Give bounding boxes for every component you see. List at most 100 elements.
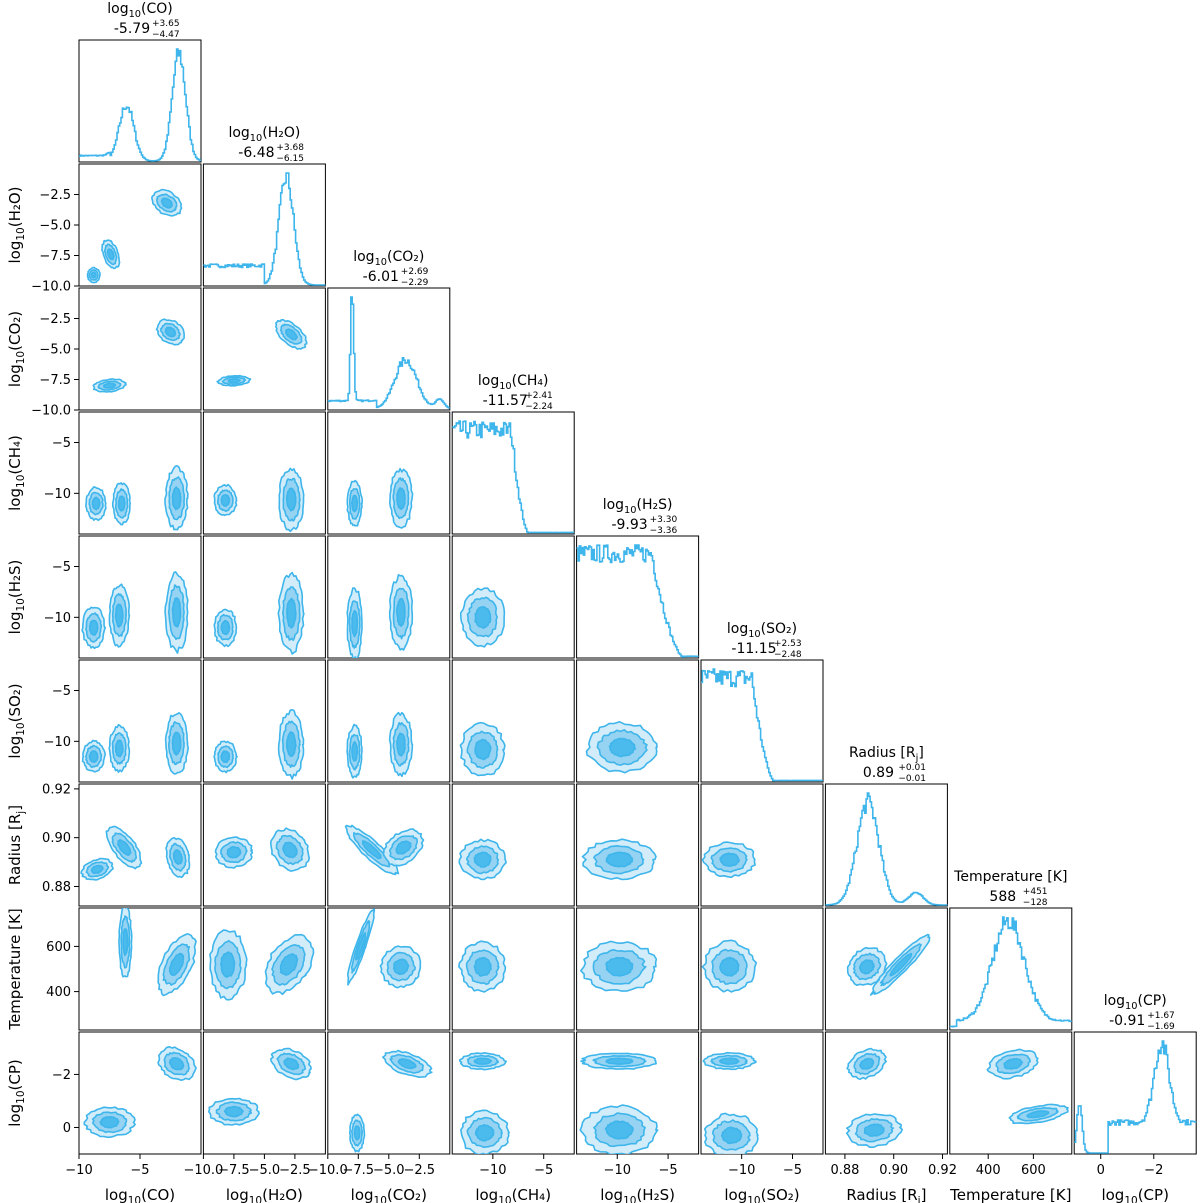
title-plus-co2: +2.69: [401, 267, 429, 277]
contour-level-3: [474, 738, 492, 761]
contour-h2o-radius: [214, 827, 310, 872]
ylabel-text-so2: log10(SO₂): [6, 683, 27, 758]
contour-level-3: [220, 750, 231, 764]
contour-level-3: [227, 378, 241, 384]
contour-co2-h2s: [346, 574, 414, 658]
contour-level-3: [605, 956, 634, 977]
xtick-label-so2: −5: [783, 1163, 802, 1178]
contour-level-3: [122, 928, 129, 957]
panel-co2-cp: [327, 1031, 451, 1155]
contour-level-3: [605, 1057, 634, 1065]
ytick-label-h2o: −10.0: [31, 280, 71, 295]
hist-co: [79, 48, 201, 162]
panel-co-co2: [78, 287, 202, 411]
contour-level-3: [351, 741, 359, 762]
xlabel-so2: log10(SO₂): [724, 1186, 799, 1203]
contour-ch4-h2s: [459, 587, 506, 648]
ytick-label-ch4: −5: [52, 436, 71, 451]
ylabel-text-h2s: log10(H₂S): [6, 560, 27, 635]
contour-h2o-so2: [213, 709, 305, 780]
xtick-label-h2s: −10: [604, 1163, 631, 1178]
contour-level-3: [361, 840, 382, 860]
xtick-label-ch4: −5: [534, 1163, 553, 1178]
contour-level-3: [99, 1116, 120, 1129]
contour-level-3: [90, 271, 97, 279]
xtick-label-radius: 0.92: [928, 1163, 957, 1178]
hist-h2o: [203, 172, 326, 286]
xtick-label-co2: −7.5: [343, 1163, 375, 1178]
contour-level-3: [396, 732, 406, 757]
title-value-co2: -6.01: [363, 269, 399, 285]
xtick-label-co2: −2.5: [404, 1163, 436, 1178]
xtick-label-co: −10: [65, 1163, 92, 1178]
panel-cp-cp: [1073, 1031, 1197, 1155]
title-plus-ch4: +2.41: [525, 391, 553, 401]
contour-level-3: [220, 951, 236, 978]
xlabel-text-co2: log10(CO₂): [351, 1186, 427, 1203]
xtick-label-radius: 0.88: [830, 1163, 859, 1178]
contour-level-3: [473, 956, 492, 977]
xlabel-radius: Radius [Rj]: [846, 1186, 926, 1203]
xtick-label-co2: −10.0: [308, 1163, 348, 1178]
ylabel-radius: Radius [Rj]: [6, 805, 27, 885]
xtick-label-h2s: −5: [659, 1163, 678, 1178]
panel-co-cp: [78, 1031, 202, 1155]
contour-level-3: [473, 1057, 492, 1065]
contour-co-radius: [80, 825, 191, 881]
title-name-so2: log10(SO₂): [727, 621, 797, 640]
xlabel-cp: log10(CP): [1101, 1186, 1168, 1203]
contour-level-3: [160, 197, 173, 209]
panel-co2-h2s: [327, 535, 451, 659]
contour-h2s-so2: [585, 721, 658, 774]
xtick-label-so2: −10: [728, 1163, 755, 1178]
contour-level-3: [351, 609, 359, 638]
xtick-label-h2o: −7.5: [218, 1163, 250, 1178]
contour-level-3: [720, 1126, 743, 1145]
ylabel-cp: log10(CP): [6, 1059, 27, 1126]
ytick-label-so2: −5: [52, 684, 71, 699]
ylabel-text-temp: Temperature [K]: [6, 908, 24, 1030]
hist-cp: [1074, 1040, 1197, 1154]
contour-radius-temp: [846, 933, 931, 996]
contour-level-3: [91, 496, 101, 511]
hist-radius: [825, 792, 948, 906]
contour-level-3: [220, 494, 231, 507]
contour-ch4-radius: [458, 838, 507, 881]
contour-level-3: [282, 841, 298, 859]
xlabel-text-temp: Temperature [K]: [949, 1186, 1071, 1203]
contour-level-3: [117, 495, 126, 512]
ytick-label-co2: −7.5: [39, 373, 71, 388]
ytick-label-h2o: −2.5: [39, 188, 71, 203]
xlabel-text-radius: Radius [Rj]: [846, 1186, 926, 1203]
contour-level-3: [114, 739, 124, 758]
ytick-label-co2: −5.0: [39, 343, 71, 358]
title-plus-so2: +2.53: [774, 639, 802, 649]
ytick-label-co2: −2.5: [39, 312, 71, 327]
xlabel-text-h2s: log10(H₂S): [600, 1186, 675, 1203]
panel-ch4-ch4: [451, 411, 575, 535]
title-radius: Radius [Rj]0.89 +0.01−0.01: [849, 745, 926, 784]
title-name-co: log10(CO): [107, 1, 173, 20]
title-value-h2s: -9.93: [611, 517, 647, 533]
panel-h2o-co2: [202, 287, 326, 411]
ylabel-co2: log10(CO₂): [6, 311, 27, 387]
ytick-label-cp: 0: [63, 1121, 71, 1136]
ylabel-text-co2: log10(CO₂): [6, 311, 27, 387]
ytick-label-radius: 0.88: [42, 880, 71, 895]
title-temp: Temperature [K] 588 +451−128: [953, 869, 1067, 908]
contour-level-3: [117, 838, 132, 857]
xlabel-co: log10(CO): [105, 1186, 175, 1203]
contour-level-3: [286, 597, 297, 629]
hist-ch4: [452, 420, 575, 534]
contour-h2o-ch4: [213, 467, 305, 533]
title-plus-temp: +451: [1023, 887, 1048, 897]
contour-level-3: [279, 953, 299, 976]
ylabel-h2s: log10(H₂S): [6, 560, 27, 635]
panel-co-h2o: [78, 163, 202, 287]
ytick-label-h2o: −5.0: [39, 219, 71, 234]
contour-level-3: [283, 1057, 300, 1071]
ylabel-h2o: log10(H₂O): [6, 186, 27, 263]
contour-so2-radius: [701, 841, 756, 879]
title-value-radius: 0.89: [863, 765, 894, 781]
